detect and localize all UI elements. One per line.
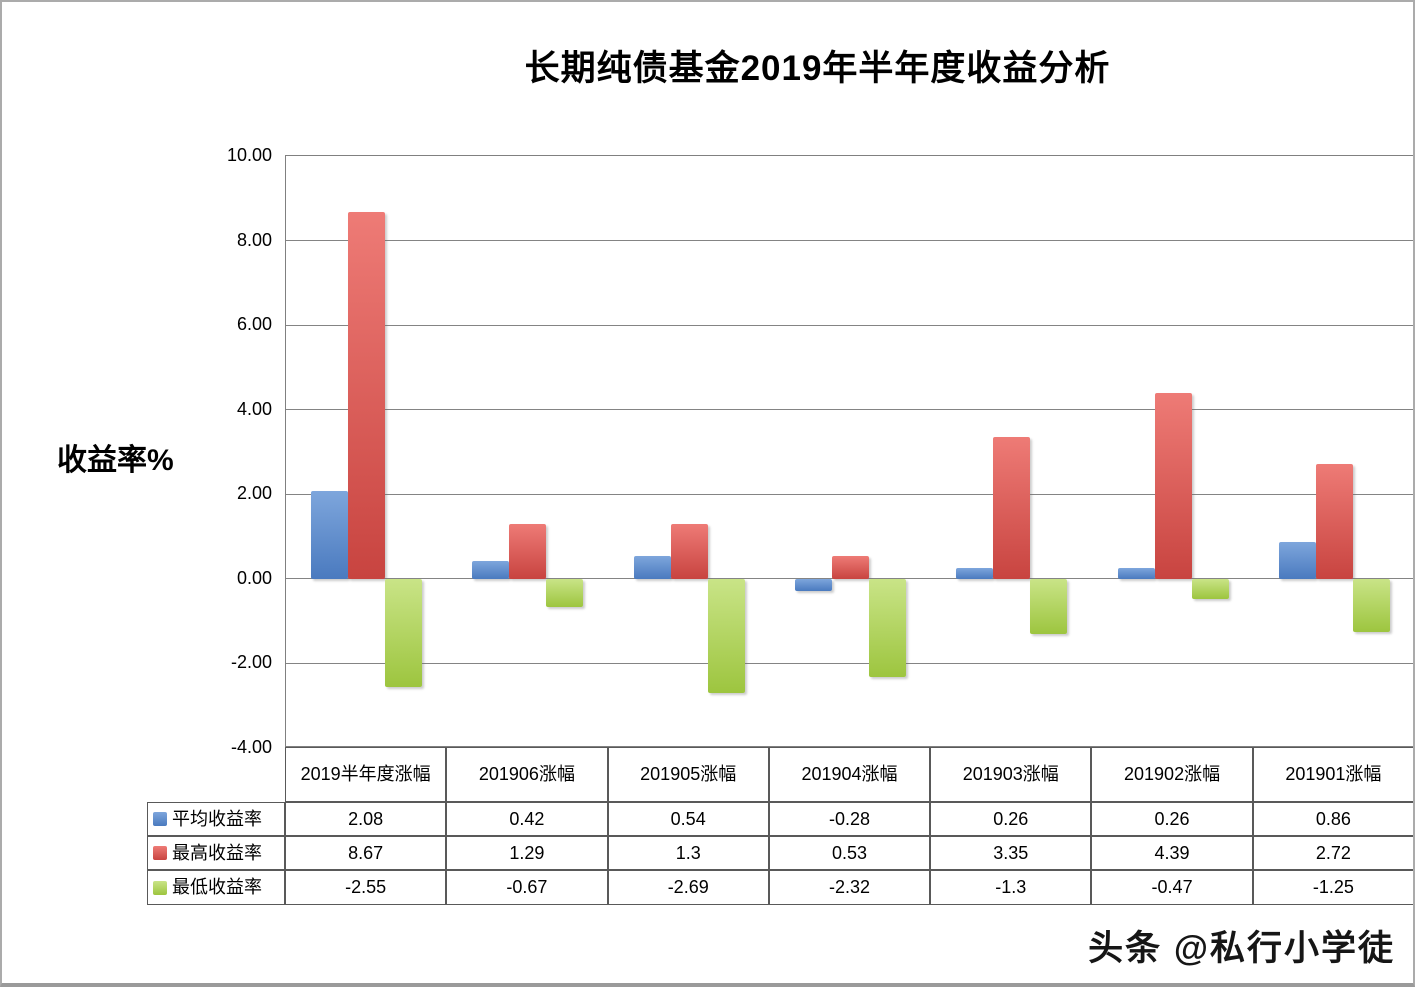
table-cell: 2.72 [1252,836,1413,870]
bar-平均收益率-201901涨幅 [1278,542,1316,579]
bar-最高收益率-201901涨幅 [1315,463,1353,579]
y-tick-label: -4.00 [230,737,272,757]
table-cell: -0.67 [446,870,608,905]
y-axis-title: 收益率% [57,444,174,477]
data-table: 2019半年度涨幅 201906涨幅 201905涨幅 201904涨幅 201… [147,747,1413,905]
table-cell: -1.25 [1252,870,1413,905]
gridline-y-4.00 [286,409,1413,411]
y-tick-label: 10.00 [226,145,272,165]
table-cell: -0.28 [768,802,931,836]
table-cell: 1.3 [607,836,769,870]
bar-平均收益率-201904涨幅 [795,578,832,591]
table-cell: -2.69 [607,870,769,905]
chart-title: 长期纯债基金2019年半年度收益分析 [524,49,1111,88]
legend-swatch-min-icon [153,880,167,895]
table-header: 201902涨幅 [1091,747,1253,802]
bar-最高收益率-201905涨幅 [670,523,708,579]
bar-最高收益率-201902涨幅 [1154,393,1192,579]
bar-最低收益率-201904涨幅 [869,578,906,677]
bar-最低收益率-2019半年度涨幅 [385,578,423,687]
table-cell: 3.35 [930,836,1092,870]
gridline-y-0.00 [286,578,1413,580]
table-cell: 0.26 [930,802,1092,836]
table-cell: 8.67 [285,836,447,870]
bar-平均收益率-201906涨幅 [472,561,510,579]
legend-row-label: 最低收益率 [147,870,285,905]
y-tick-label: 2.00 [236,483,272,504]
table-header: 201905涨幅 [607,747,769,802]
legend-swatch-average-icon [153,812,167,826]
y-tick-label: 6.00 [236,314,272,335]
bar-平均收益率-201905涨幅 [633,556,671,579]
table-cell: -1.3 [930,870,1092,905]
gridline-y--2.00 [286,662,1413,664]
bar-最低收益率-201905涨幅 [707,578,745,693]
bar-最高收益率-201904涨幅 [832,556,869,579]
table-cell: 4.39 [1091,836,1253,870]
bar-最低收益率-201906涨幅 [546,578,584,608]
bar-最高收益率-2019半年度涨幅 [348,212,386,579]
table-header: 201906涨幅 [446,747,608,802]
table-cell: 0.42 [446,802,608,836]
table-cell: 0.86 [1252,802,1413,836]
table-header: 201901涨幅 [1252,747,1413,802]
table-header: 201904涨幅 [768,747,931,802]
y-tick-label: 8.00 [236,229,272,250]
y-tick-label: -2.00 [230,652,272,673]
bar-平均收益率-201902涨幅 [1117,567,1155,579]
bar-最高收益率-201903涨幅 [993,437,1031,579]
bar-平均收益率-201903涨幅 [956,567,994,579]
watermark-text: 头条 @私行小学徒 [1088,929,1395,968]
series-label: 最高收益率 [172,842,262,863]
table-cell: -2.32 [768,870,931,905]
table-cell: 2.08 [285,802,447,836]
table-cell: -0.47 [1091,870,1253,905]
table-cell: 0.54 [607,802,769,836]
bar-最低收益率-201903涨幅 [1030,578,1068,634]
bar-最低收益率-201902涨幅 [1191,578,1229,599]
table-cell: 0.26 [1091,802,1253,836]
bar-最低收益率-201901涨幅 [1352,578,1390,632]
legend-swatch-max-icon [153,846,167,860]
table-header: 2019半年度涨幅 [285,747,447,802]
table-cell: -2.55 [285,870,447,905]
series-label: 平均收益率 [172,808,262,829]
legend-row-label: 最高收益率 [147,836,285,870]
y-tick-label: 0.00 [236,567,272,588]
y-tick-label: 4.00 [236,398,272,419]
series-label: 最低收益率 [172,877,262,898]
plot-area [285,155,1413,747]
table-header: 201903涨幅 [930,747,1092,802]
gridline-y-6.00 [286,324,1413,326]
table-cell: 1.29 [446,836,608,870]
bar-平均收益率-2019半年度涨幅 [311,490,349,579]
table-cell: 0.53 [768,836,931,870]
table-corner-blank [147,747,285,802]
gridline-y-2.00 [286,493,1413,495]
legend-row-label: 平均收益率 [147,802,285,836]
bar-最高收益率-201906涨幅 [509,524,547,579]
gridline-y-8.00 [286,240,1413,242]
